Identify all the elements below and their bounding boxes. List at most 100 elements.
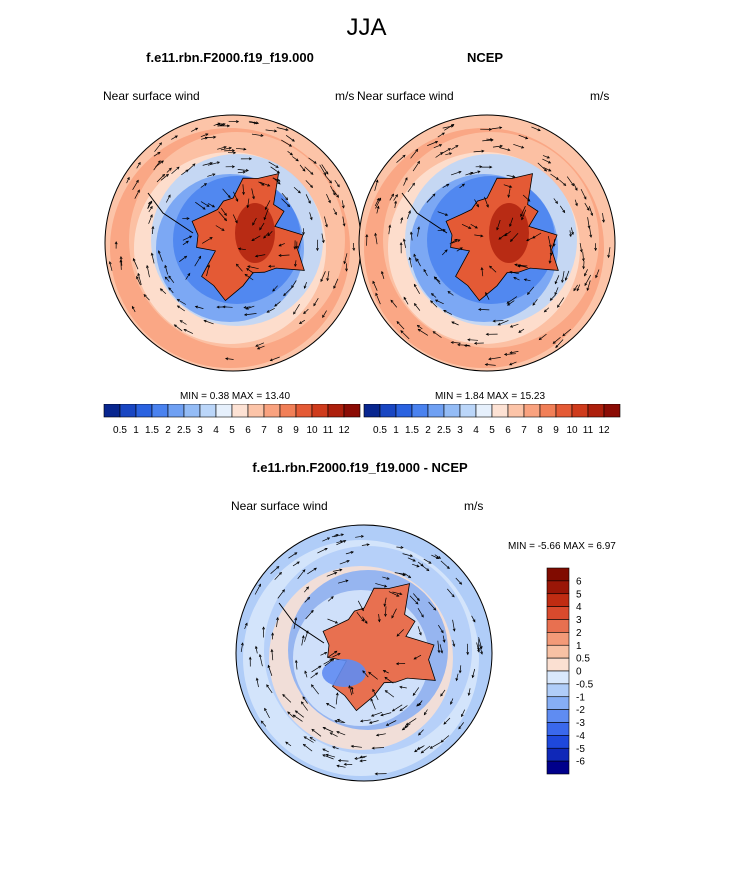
panel3-wind-arrowhead [258,653,262,658]
panel2-wind-arrowhead [488,357,492,361]
panel1-wind-vector [244,306,251,309]
panel2-wind-arrowhead [548,260,552,264]
panel2-wind-vector [413,254,417,262]
panel3-wind-vector [356,611,365,622]
panel2-wind-arrowhead [563,182,567,187]
panel2-wind-vector [403,297,409,305]
panel1-wind-vector [120,259,122,270]
panel3-wind-vector [440,689,446,697]
panel1-colorbar-tick-label: 8 [277,425,283,436]
panel1-wind-arrowhead [294,263,297,268]
panel3-wind-vector [256,678,259,688]
panel3-map [235,524,493,782]
panel3-wind-arrowhead [244,622,248,626]
panel3-wind-vector [267,665,273,677]
panel3-wind-arrowhead [267,664,271,668]
panel1-wind-vector [160,174,169,181]
panel3-wind-vector [404,573,411,578]
panel1-wind-arrowhead [136,275,139,280]
panel2-wind-arrowhead [520,213,523,218]
panel2-wind-vector [374,180,378,191]
panel3-wind-vector [371,711,383,717]
panel1-wind-vector [148,214,153,224]
panel3-wind-vector [417,746,424,750]
panel2-wind-arrowhead [584,273,587,277]
panel3-wind-arrowhead [330,596,334,600]
panel1-wind-vector [276,127,289,131]
panel1-map [104,114,362,372]
panel3-wind-vector [372,689,379,701]
panel1-wind-vector [272,177,281,185]
panel3-wind-vector [413,593,420,601]
panel3-wind-vector [409,595,419,605]
panel3-colorbar-tick-label: 3 [576,615,582,626]
panel1-wind-arrowhead [336,194,339,198]
panel2-wind-arrowhead [607,254,611,259]
panel1-wind-vector [259,181,270,187]
panel1-wind-arrowhead [289,152,294,156]
panel2-wind-vector [518,328,525,333]
panel1-wind-arrowhead [333,285,337,289]
panel1-wind-vector [308,157,317,164]
panel2-wind-vector [574,199,578,206]
panel1-wind-arrowhead [235,263,239,267]
panel2-wind-vector [413,284,421,294]
panel1-wind-arrowhead [203,183,208,186]
panel1-wind-arrowhead [297,190,301,194]
panel3-colorbar-swatch [546,722,570,736]
panel3-wind-arrowhead [304,670,308,674]
panel2-wind-vector [417,325,423,330]
panel1-wind-vector [177,305,186,312]
panel2-wind-vector [403,177,408,186]
panel1-wind-vector [324,216,328,227]
panel1-wind-vector [136,276,141,286]
panel3-wind-arrowhead [309,736,313,740]
panel2-wind-arrowhead [562,333,566,337]
panel2-wind-arrowhead [443,310,447,313]
panel1-coastline [147,192,194,234]
panel3-wind-vector [360,755,367,758]
panel3-wind-vector [293,617,297,629]
panel2-wind-vector [437,132,445,138]
panel3-wind-vector [360,719,371,722]
panel3-wind-arrowhead [258,583,261,587]
panel1-wind-arrowhead [322,314,325,318]
panel3-wind-vector [311,684,319,695]
panel3-wind-arrowhead [382,670,386,673]
panel2-wind-arrowhead [416,324,420,328]
figure-title: JJA [346,14,387,41]
panel2-wind-vector [396,321,405,330]
panel3-wind-arrowhead [402,572,406,576]
panel3-wind-arrowhead [282,693,286,697]
panel3-wind-arrowhead [399,685,403,689]
panel2-wind-vector [445,152,452,156]
panel3-wind-arrowhead [414,749,418,753]
panel2-wind-vector [447,291,454,296]
panel1-wind-vector [327,271,330,281]
panel1-wind-arrowhead [186,217,190,221]
panel2-wind-vector [437,229,446,232]
panel3-wind-vector [309,737,316,742]
panel2-colorbar-tick-label: 4 [473,425,479,436]
panel1-wind-vector [179,255,187,262]
panel2-wind-arrowhead [508,362,513,366]
panel1-wind-arrowhead [167,194,171,198]
panel1-wind-arrowhead [276,170,281,174]
panel3-wind-arrowhead [408,575,412,579]
panel2-wind-arrowhead [555,200,558,205]
panel2-wind-arrowhead [526,238,530,242]
panel1-wind-vector [274,301,281,307]
panel1-wind-arrowhead [285,197,289,201]
panel1-wind-vector [194,256,201,267]
panel3-wind-vector [417,561,424,567]
panel2-wind-arrowhead [586,207,590,211]
panel2-wind-vector [389,193,394,201]
panel3-colorbar-tick-label: 2 [576,628,582,639]
panel2-wind-arrowhead [527,198,531,202]
panel2-wind-vector [499,147,510,151]
panel3-wind-arrowhead [266,684,270,688]
panel1-wind-arrowhead [247,265,251,269]
panel2-wind-arrowhead [451,321,455,325]
panel1-colorbar-swatch [151,404,169,418]
panel3-colorbar-swatch [546,632,570,646]
